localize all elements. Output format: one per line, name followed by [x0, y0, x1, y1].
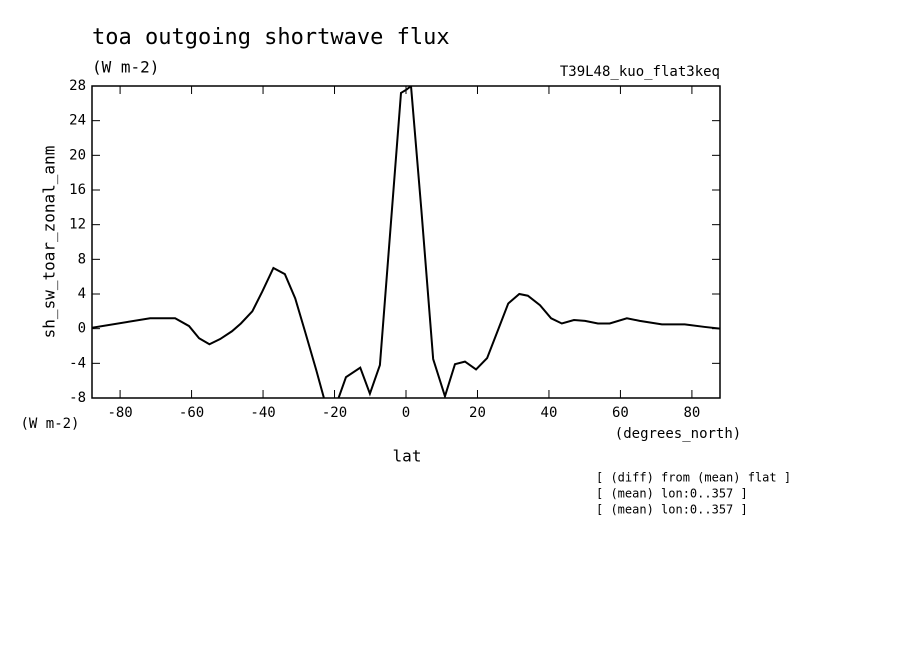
y-tick-label: 16 [69, 182, 86, 198]
x-tick-label: 80 [683, 405, 700, 421]
x-tick-label: -60 [179, 405, 204, 421]
annotation: [ (mean) lon:0..357 ] [596, 487, 748, 501]
chart-subtitle: (W m-2) [92, 58, 159, 77]
annotation: [ (mean) lon:0..357 ] [596, 503, 748, 517]
y-tick-label: 0 [78, 321, 86, 337]
x-tick-label: 20 [469, 405, 486, 421]
annotation: [ (diff) from (mean) flat ] [596, 471, 791, 485]
y-tick-label: 8 [78, 251, 86, 267]
y-tick-label: 12 [69, 217, 86, 233]
x-tick-label: 60 [612, 405, 629, 421]
y-tick-label: 28 [69, 78, 86, 94]
y-tick-label: -4 [69, 355, 86, 371]
chart-title: toa outgoing shortwave flux [92, 25, 450, 50]
x-tick-label: -40 [250, 405, 275, 421]
dataset-label: T39L48_kuo_flat3keq [560, 64, 720, 80]
x-tick-label: 0 [402, 405, 410, 421]
y-tick-label: 24 [69, 113, 86, 129]
x-tick-label: -80 [107, 405, 132, 421]
x-axis-label: lat [393, 447, 422, 466]
y-tick-label: 20 [69, 147, 86, 163]
y-tick-label: -8 [69, 390, 86, 406]
y-axis-label: sh_sw_toar_zonal_anm [40, 146, 59, 339]
y-units: (W m-2) [20, 416, 79, 432]
x-tick-label: -20 [322, 405, 347, 421]
data-line [92, 86, 720, 398]
y-tick-label: 4 [78, 286, 86, 302]
x-units: (degrees_north) [615, 426, 741, 442]
x-tick-label: 40 [541, 405, 558, 421]
